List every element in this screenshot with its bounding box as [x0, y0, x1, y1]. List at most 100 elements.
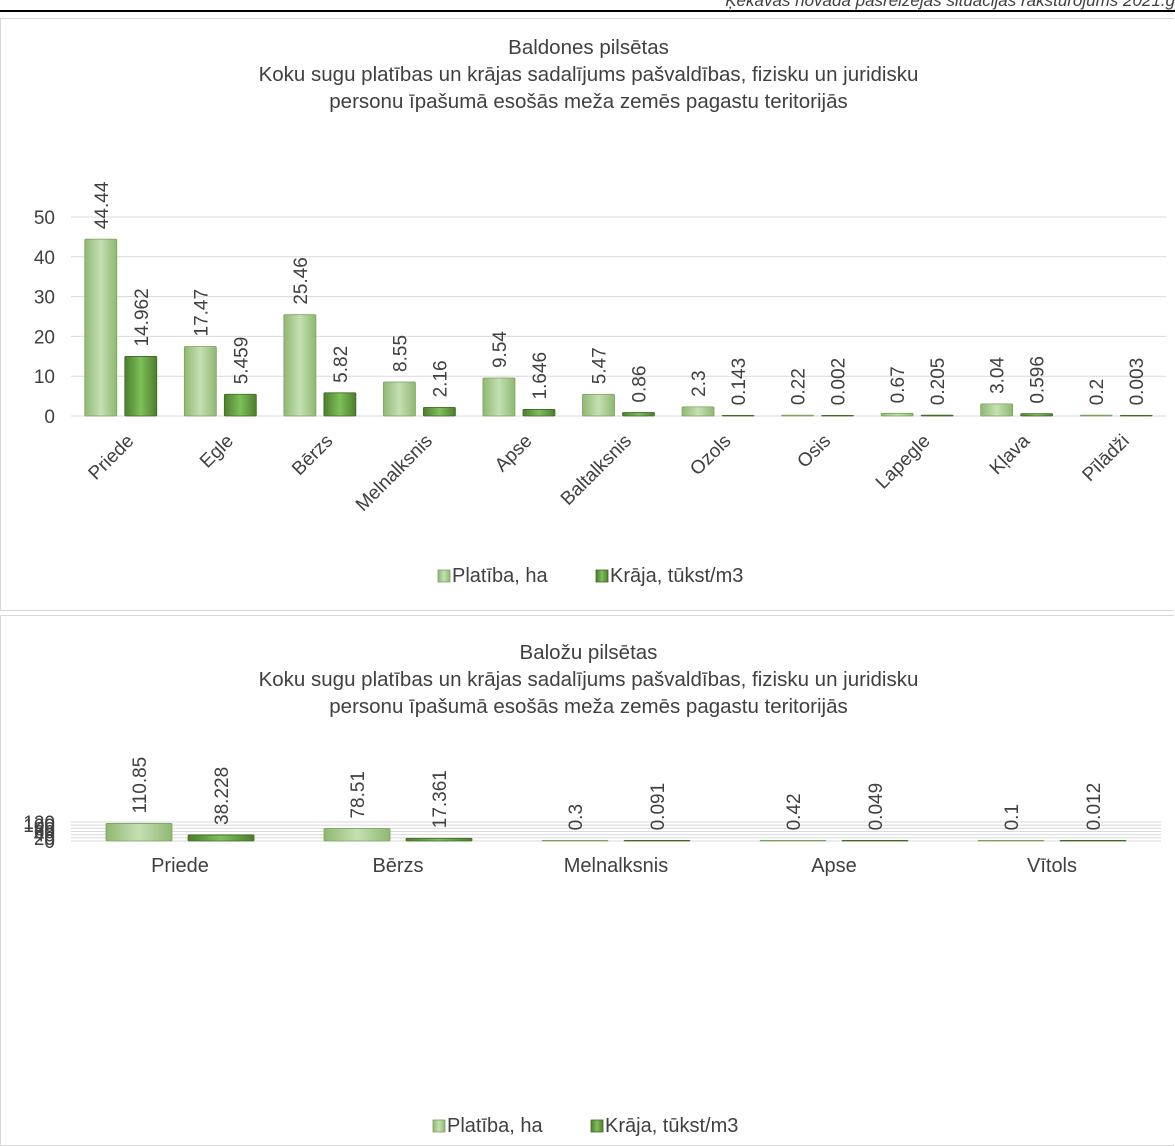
- bar: [1119, 414, 1153, 417]
- data-label: 0.67: [888, 366, 909, 403]
- data-label: 0.049: [866, 783, 887, 831]
- data-label: 0.86: [630, 366, 651, 403]
- chart-title-line: Baložu pilsētas: [519, 641, 658, 664]
- chart-title-line: Koku sugu platības un krājas sadalījums …: [258, 63, 919, 86]
- bar: [323, 392, 357, 417]
- y-tick-label: 40: [34, 248, 55, 269]
- data-label: 0.1: [1002, 804, 1023, 830]
- bar: [223, 393, 257, 417]
- x-tick-label: Bērzs: [288, 431, 337, 480]
- bar: [920, 414, 954, 417]
- y-tick-label: 30: [34, 288, 55, 309]
- bar: [623, 839, 691, 842]
- data-label: 0.091: [648, 783, 669, 831]
- data-label: 0.205: [928, 358, 949, 406]
- bar: [522, 409, 556, 417]
- legend-swatch: [590, 1119, 604, 1133]
- bar: [781, 414, 814, 417]
- bar: [423, 407, 456, 417]
- chart-panel-baldone: Baldones pilsētas Koku sugu platības un …: [0, 18, 1174, 611]
- chart-title: Baldones pilsētas Koku sugu platības un …: [1, 34, 1175, 115]
- bar: [582, 393, 615, 417]
- chart-title: Baložu pilsētas Koku sugu platības un kr…: [1, 639, 1175, 720]
- y-tick-label: 20: [34, 829, 55, 850]
- data-label: 0.2: [1087, 379, 1108, 405]
- data-label: 0.002: [829, 358, 850, 406]
- bar: [721, 414, 755, 417]
- bar: [84, 238, 118, 417]
- x-tick-label: Priede: [151, 855, 209, 877]
- bar: [183, 346, 217, 417]
- bar: [821, 414, 854, 417]
- bar: [187, 834, 255, 842]
- bar: [977, 839, 1045, 842]
- data-label: 0.143: [729, 358, 750, 406]
- bar: [759, 839, 827, 842]
- data-label: 8.55: [390, 335, 411, 372]
- x-tick-label: Ozols: [686, 431, 735, 480]
- data-label: 44.44: [92, 181, 113, 229]
- y-tick-label: 120: [23, 813, 55, 834]
- chart-title-line: Baldones pilsētas: [508, 36, 669, 59]
- x-tick-label: Lapegle: [872, 431, 935, 494]
- x-tick-label: Melnalksnis: [352, 431, 437, 516]
- chart-baldone-svg: 0 10 20 30 40 50 44.44 14.962 Priede 17.47 5.459 Eg…: [34, 181, 1166, 587]
- data-label: 9.54: [490, 331, 511, 368]
- data-label: 0.3: [566, 804, 587, 830]
- y-tick-label: 0: [44, 407, 55, 428]
- bar: [841, 839, 909, 842]
- bar: [124, 356, 158, 417]
- x-tick-label: Apse: [811, 855, 857, 877]
- x-tick-label: Osis: [793, 431, 835, 473]
- header-rule: [0, 10, 1175, 12]
- x-tick-label: Apse: [491, 431, 536, 476]
- data-label: 5.459: [231, 337, 252, 385]
- data-label: 25.46: [291, 257, 312, 305]
- data-label: 0.012: [1084, 783, 1105, 831]
- bar: [383, 381, 416, 417]
- x-tick-label: Priede: [85, 431, 139, 485]
- bar: [323, 828, 391, 842]
- x-tick-label: Vītols: [1027, 855, 1077, 877]
- legend-swatch: [432, 1119, 446, 1133]
- bar: [283, 314, 317, 417]
- x-tick-label: Egle: [196, 431, 238, 473]
- bar: [622, 412, 655, 417]
- chart-panel-balozi: Baložu pilsētas Koku sugu platības un kr…: [0, 615, 1174, 1146]
- bar: [1079, 414, 1113, 417]
- legend: Platība, ha Krāja, tūkst/m3: [437, 565, 743, 587]
- chart-title-line: personu īpašumā esošās meža zemēs pagast…: [329, 90, 848, 113]
- legend: Platība, ha Krāja, tūkst/m3: [432, 1115, 738, 1137]
- bar: [105, 823, 173, 842]
- legend-label: Krāja, tūkst/m3: [610, 565, 743, 587]
- legend-label: Platība, ha: [452, 565, 549, 587]
- legend-swatch: [595, 569, 609, 583]
- data-label: 0.42: [784, 793, 805, 830]
- data-label: 38.228: [212, 767, 233, 825]
- bar: [1059, 839, 1127, 842]
- data-label: 17.361: [430, 770, 451, 828]
- bar: [980, 403, 1014, 417]
- data-label: 110.85: [130, 757, 151, 814]
- legend-label: Krāja, tūkst/m3: [605, 1115, 738, 1137]
- bar: [405, 837, 473, 842]
- bar: [541, 839, 609, 842]
- data-label: 14.962: [132, 288, 153, 346]
- data-label: 0.22: [789, 368, 810, 405]
- y-tick-label: 100: [23, 816, 55, 837]
- bar: [681, 406, 715, 417]
- data-label: 5.82: [331, 346, 352, 383]
- bar: [482, 377, 516, 417]
- data-label: 1.646: [530, 352, 551, 400]
- y-tick-label: 60: [34, 823, 55, 844]
- data-label: 17.47: [191, 289, 212, 337]
- data-label: 78.51: [348, 771, 369, 819]
- bar: [880, 412, 914, 417]
- bar: [1020, 413, 1054, 417]
- y-tick-label: 80: [34, 819, 55, 840]
- legend-swatch: [437, 569, 451, 583]
- x-tick-label: Bērzs: [372, 855, 423, 877]
- data-label: 2.16: [430, 360, 451, 397]
- data-label: 2.3: [689, 370, 710, 396]
- y-tick-label: 0: [44, 832, 55, 853]
